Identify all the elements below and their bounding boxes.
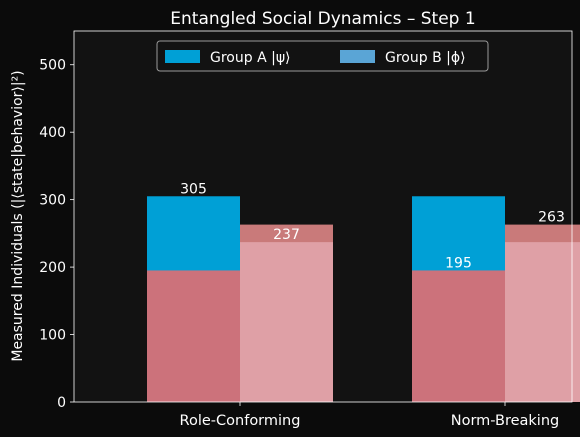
y-tick-label: 300: [39, 193, 66, 209]
data-label: 195: [445, 255, 472, 271]
y-tick-label: 400: [39, 125, 66, 141]
legend-box: [156, 40, 489, 72]
bars-layer: [147, 196, 580, 402]
data-labels-layer: 305 237 195 263: [180, 181, 565, 271]
data-label: 237: [273, 227, 300, 243]
bar-overlay-group-b-role-conforming: [240, 242, 333, 402]
y-axis: 0 100 200 300 400 500: [39, 58, 74, 411]
legend-swatch: [340, 50, 375, 63]
y-tick-label: 0: [57, 395, 66, 411]
y-tick-label: 100: [39, 328, 66, 344]
legend-label: Group A |ψ⟩: [210, 50, 291, 66]
chart-title: Entangled Social Dynamics – Step 1: [170, 9, 475, 29]
legend: Group A |ψ⟩ Group B |ϕ⟩: [156, 40, 489, 72]
y-tick-label: 500: [39, 58, 66, 74]
legend-swatch: [165, 50, 200, 63]
bar-overlay-group-b-norm-breaking: [505, 242, 580, 402]
x-tick-label: Norm-Breaking: [451, 413, 559, 429]
x-axis: Role-Conforming Norm-Breaking: [180, 402, 559, 429]
data-label: 305: [180, 181, 207, 197]
data-label: 263: [538, 210, 565, 226]
x-tick-label: Role-Conforming: [180, 413, 301, 429]
legend-label: Group B |ϕ⟩: [385, 50, 466, 66]
plot-frame: [73, 30, 573, 403]
bar-overlay-group-a-role-conforming: [147, 270, 240, 402]
y-tick-label: 200: [39, 260, 66, 276]
y-axis-label: Measured Individuals (|⟨state|behavior⟩|…: [10, 70, 26, 361]
bar-overlay-group-a-norm-breaking: [412, 270, 505, 402]
